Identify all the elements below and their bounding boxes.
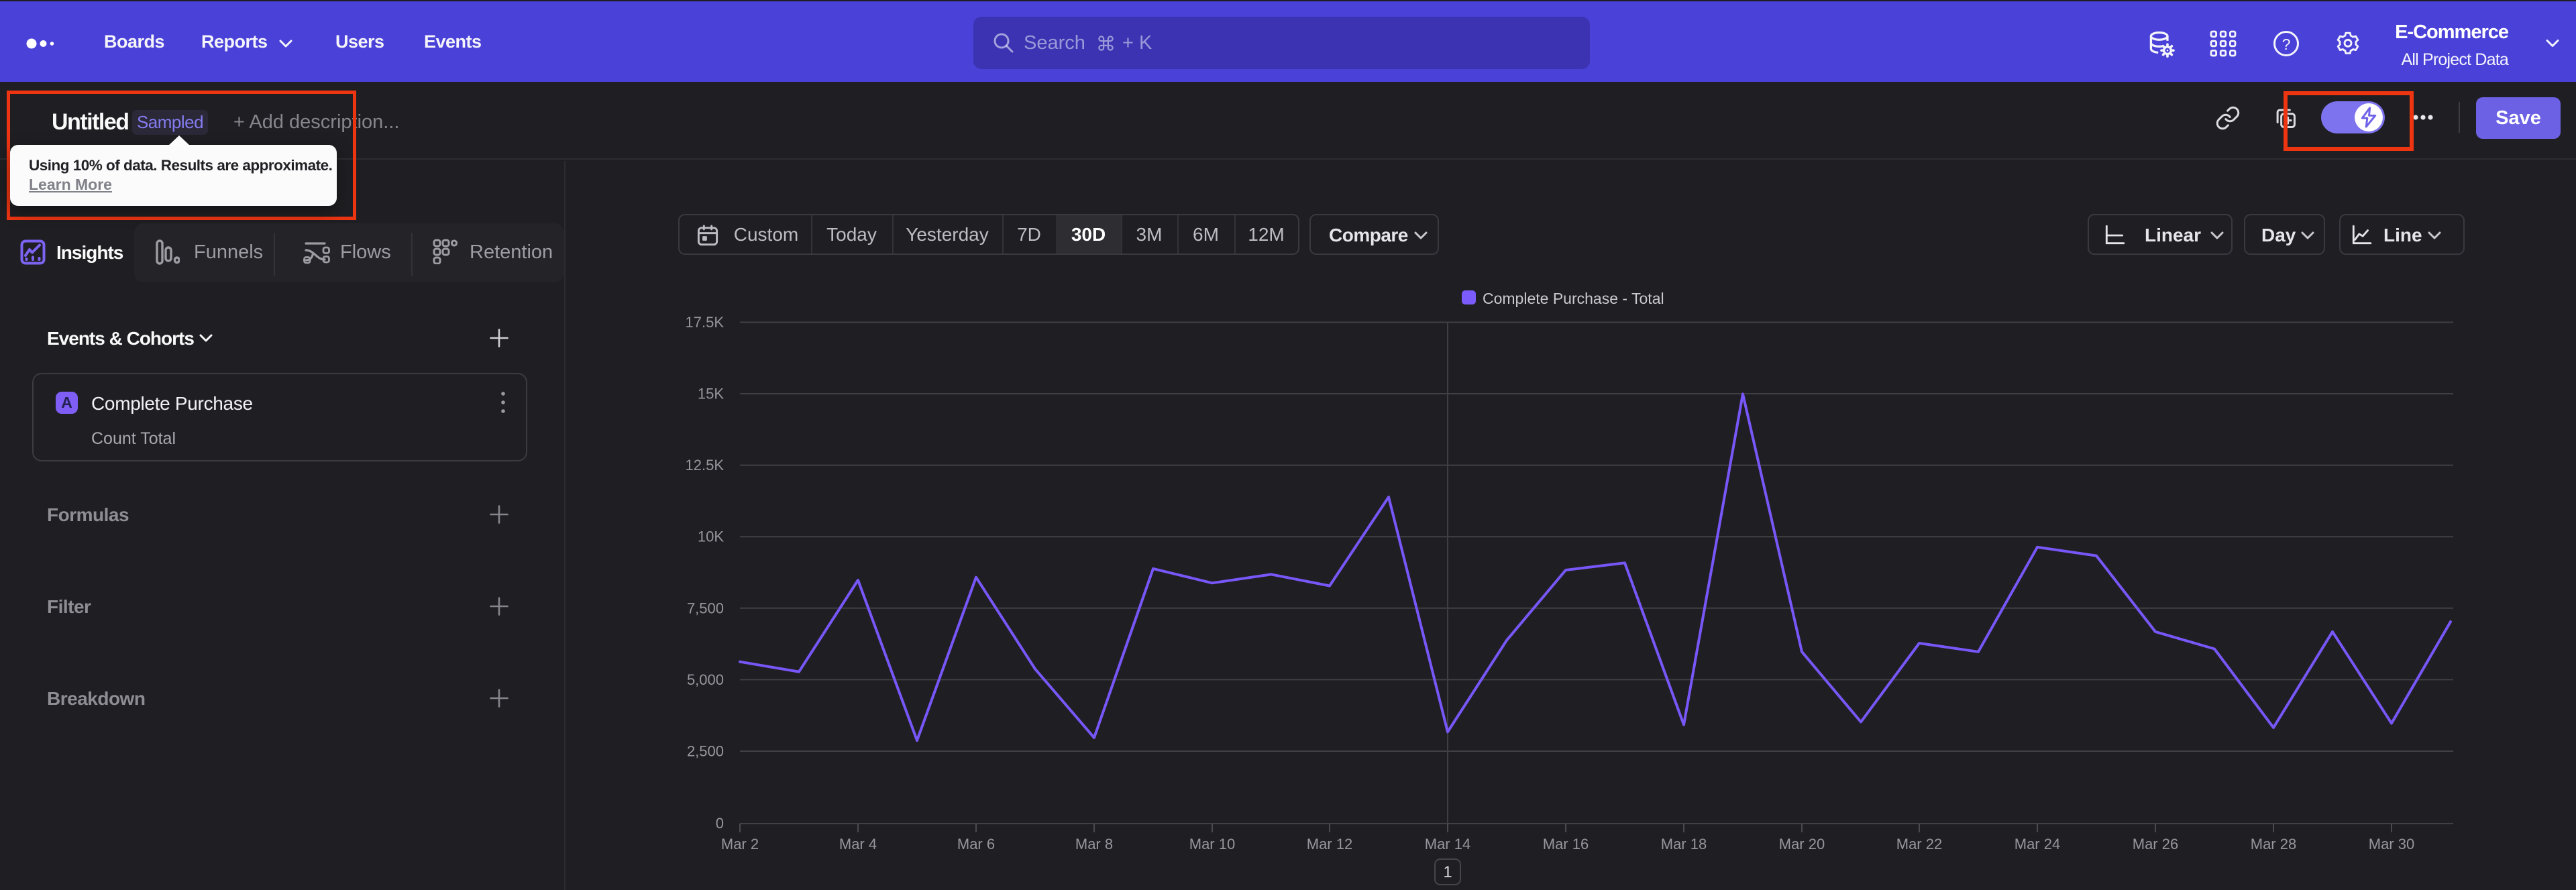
svg-text:15K: 15K bbox=[698, 386, 724, 402]
svg-text:Mar 2: Mar 2 bbox=[721, 836, 759, 852]
svg-text:0: 0 bbox=[716, 815, 724, 832]
svg-text:Mar 18: Mar 18 bbox=[1661, 836, 1707, 852]
svg-text:Mar 26: Mar 26 bbox=[2133, 836, 2178, 852]
svg-text:Mar 20: Mar 20 bbox=[1779, 836, 1825, 852]
svg-text:Mar 22: Mar 22 bbox=[1896, 836, 1942, 852]
svg-text:5,000: 5,000 bbox=[687, 671, 724, 688]
svg-text:2,500: 2,500 bbox=[687, 743, 724, 760]
svg-text:?: ? bbox=[2282, 36, 2291, 53]
svg-text:Mar 14: Mar 14 bbox=[1425, 836, 1470, 852]
svg-text:Mar 16: Mar 16 bbox=[1543, 836, 1589, 852]
svg-text:7,500: 7,500 bbox=[687, 600, 724, 616]
svg-text:Mar 8: Mar 8 bbox=[1075, 836, 1113, 852]
svg-text:17.5K: 17.5K bbox=[686, 314, 724, 331]
svg-text:Mar 10: Mar 10 bbox=[1189, 836, 1235, 852]
svg-text:Mar 30: Mar 30 bbox=[2369, 836, 2414, 852]
svg-text:Mar 24: Mar 24 bbox=[2015, 836, 2060, 852]
svg-text:Mar 12: Mar 12 bbox=[1307, 836, 1352, 852]
svg-text:12.5K: 12.5K bbox=[686, 457, 724, 474]
svg-text:10K: 10K bbox=[698, 529, 724, 545]
svg-text:Mar 28: Mar 28 bbox=[2251, 836, 2296, 852]
svg-text:Mar 6: Mar 6 bbox=[957, 836, 995, 852]
svg-text:Mar 4: Mar 4 bbox=[839, 836, 877, 852]
